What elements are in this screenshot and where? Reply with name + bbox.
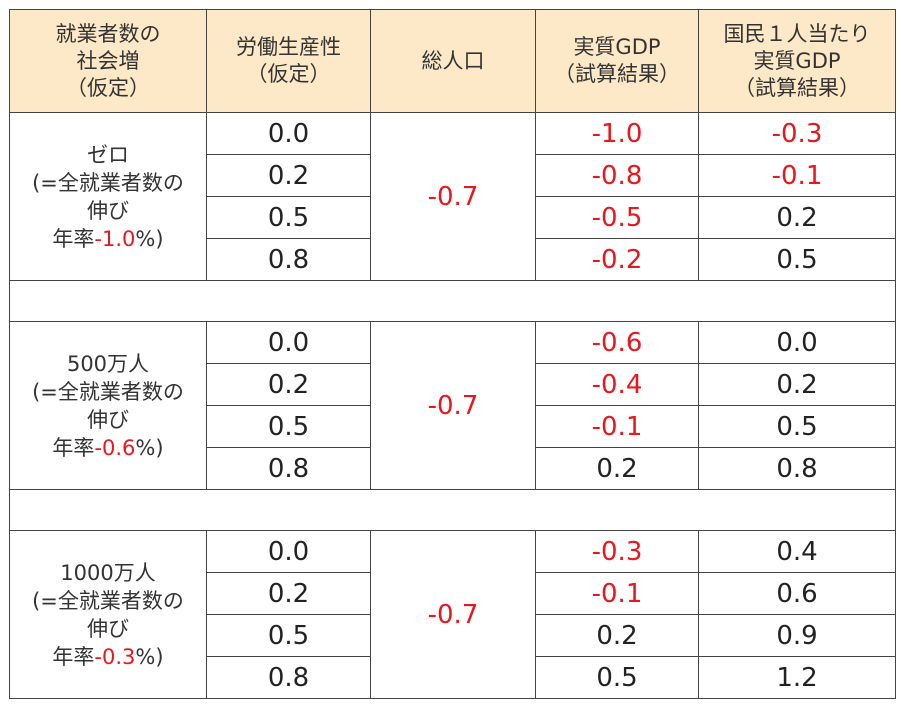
- real-gdp-value: -0.3: [535, 530, 699, 573]
- annual-rate-line: 年率-0.6%): [10, 434, 206, 462]
- annual-rate-value: -0.3: [94, 644, 136, 669]
- header-employment-growth: 就業者数の 社会増 （仮定）: [9, 9, 207, 113]
- group-separator: [9, 280, 896, 322]
- header-total-population: 総人口: [370, 9, 536, 113]
- header-labor-productivity: 労働生産性 （仮定）: [206, 9, 371, 113]
- group-separator: [9, 489, 896, 531]
- table-row: 0.8 0.2 0.8: [10, 447, 896, 490]
- productivity-value: 0.2: [206, 572, 371, 615]
- header-line: （仮定）: [246, 62, 331, 86]
- productivity-value: 0.5: [206, 196, 371, 239]
- annual-rate-suffix: %): [135, 644, 164, 669]
- annual-rate-suffix: %): [135, 226, 164, 251]
- real-gdp-per-capita-value: -0.3: [698, 112, 896, 155]
- assumption-line: 伸び: [87, 407, 129, 432]
- annual-rate-prefix: 年率: [52, 435, 95, 460]
- real-gdp-value: -0.8: [535, 154, 699, 197]
- table-row: 0.5 -0.1 0.5: [10, 405, 896, 448]
- table-body: ゼロ (=全就業者数の 伸び 年率-1.0%) 0.0 -0.7 -1.0 -0.3 0.2 -0…: [9, 112, 896, 699]
- productivity-value: 0.8: [206, 238, 371, 281]
- real-gdp-per-capita-value: 1.2: [698, 656, 896, 699]
- header-real-gdp: 実質GDP （試算結果）: [535, 9, 699, 113]
- table-row: 500万人 (=全就業者数の 伸び 年率-0.6%) 0.0 -0.7 -0.6 0.0: [9, 321, 896, 490]
- productivity-value: 0.0: [206, 321, 371, 364]
- assumption-line: (=全就業者数の: [32, 379, 184, 404]
- header-line: 総人口: [421, 48, 485, 73]
- employment-growth-assumption: 1000万人 (=全就業者数の 伸び 年率-0.3%): [9, 530, 207, 699]
- header-line: 就業者数の: [55, 21, 161, 46]
- header-line: 労働生産性: [236, 35, 341, 59]
- productivity-value: 0.5: [206, 614, 371, 657]
- table-row: 0.8 0.5 1.2: [10, 656, 896, 699]
- annual-rate-line: 年率-1.0%): [10, 225, 206, 253]
- annual-rate-prefix: 年率: [52, 226, 95, 251]
- table-row: 0.2 -0.1 0.6: [10, 572, 896, 615]
- productivity-value: 0.8: [206, 447, 371, 490]
- real-gdp-per-capita-value: 0.2: [698, 196, 896, 239]
- productivity-value: 0.2: [206, 154, 371, 197]
- real-gdp-per-capita-value: 0.6: [698, 572, 896, 615]
- header-line: （仮定）: [66, 75, 150, 100]
- assumption-line: ゼロ: [87, 142, 129, 167]
- annual-rate-prefix: 年率: [52, 644, 95, 669]
- real-gdp-value: -0.1: [535, 572, 699, 615]
- header-real-gdp-per-capita: 国民１人当たり 実質GDP （試算結果）: [698, 9, 896, 113]
- real-gdp-value: -0.1: [535, 405, 699, 448]
- assumption-line: 500万人: [66, 351, 150, 376]
- real-gdp-per-capita-value: 0.4: [698, 530, 896, 573]
- employment-growth-assumption: 500万人 (=全就業者数の 伸び 年率-0.6%): [9, 321, 207, 490]
- table-row: 0.2 -0.8 -0.1: [10, 154, 896, 197]
- annual-rate-suffix: %): [135, 435, 164, 460]
- real-gdp-value: -0.6: [535, 321, 699, 364]
- real-gdp-per-capita-value: 0.9: [698, 614, 896, 657]
- real-gdp-per-capita-value: 0.8: [698, 447, 896, 490]
- real-gdp-value: -1.0: [535, 112, 699, 155]
- real-gdp-value: -0.2: [535, 238, 699, 281]
- annual-rate-value: -0.6: [94, 435, 136, 460]
- productivity-value: 0.0: [206, 530, 371, 573]
- productivity-value: 0.2: [206, 363, 371, 406]
- header-line: （試算結果）: [734, 75, 860, 100]
- table-row: ゼロ (=全就業者数の 伸び 年率-1.0%) 0.0 -0.7 -1.0 -0.3: [9, 112, 896, 281]
- table-row: 0.5 0.2 0.9: [10, 614, 896, 657]
- real-gdp-per-capita-value: 0.2: [698, 363, 896, 406]
- real-gdp-per-capita-value: 0.0: [698, 321, 896, 364]
- real-gdp-value: 0.5: [535, 656, 699, 699]
- group-separator-row: [9, 489, 896, 531]
- assumption-line: 伸び: [87, 616, 129, 641]
- real-gdp-value: -0.4: [535, 363, 699, 406]
- population-value: -0.7: [370, 321, 536, 490]
- group-separator-row: [9, 280, 896, 322]
- annual-rate-line: 年率-0.3%): [10, 643, 206, 671]
- header-line: 実質GDP: [753, 48, 841, 73]
- header-line: 社会増: [76, 48, 140, 73]
- assumption-line: (=全就業者数の: [32, 170, 184, 195]
- real-gdp-value: 0.2: [535, 614, 699, 657]
- simulation-table: 就業者数の 社会増 （仮定） 労働生産性 （仮定） 総人口 実質GDP （試算結…: [9, 9, 896, 699]
- real-gdp-per-capita-value: -0.1: [698, 154, 896, 197]
- header-line: 国民１人当たり: [723, 21, 871, 46]
- real-gdp-per-capita-value: 0.5: [698, 405, 896, 448]
- population-value: -0.7: [370, 530, 536, 699]
- real-gdp-value: -0.5: [535, 196, 699, 239]
- table-row: 1000万人 (=全就業者数の 伸び 年率-0.3%) 0.0 -0.7 -0.3 0.4: [9, 530, 896, 699]
- real-gdp-value: 0.2: [535, 447, 699, 490]
- real-gdp-per-capita-value: 0.5: [698, 238, 896, 281]
- assumption-line: 1000万人: [60, 560, 156, 585]
- header-row: 就業者数の 社会増 （仮定） 労働生産性 （仮定） 総人口 実質GDP （試算結…: [9, 9, 896, 113]
- assumption-line: (=全就業者数の: [32, 588, 184, 613]
- annual-rate-value: -1.0: [94, 226, 136, 251]
- employment-growth-assumption: ゼロ (=全就業者数の 伸び 年率-1.0%): [9, 112, 207, 281]
- productivity-value: 0.5: [206, 405, 371, 448]
- population-value: -0.7: [370, 112, 536, 281]
- assumption-line: 伸び: [87, 198, 129, 223]
- productivity-value: 0.8: [206, 656, 371, 699]
- header-line: 実質GDP: [573, 35, 661, 59]
- header-line: （試算結果）: [554, 62, 680, 86]
- table-row: 0.2 -0.4 0.2: [10, 363, 896, 406]
- productivity-value: 0.0: [206, 112, 371, 155]
